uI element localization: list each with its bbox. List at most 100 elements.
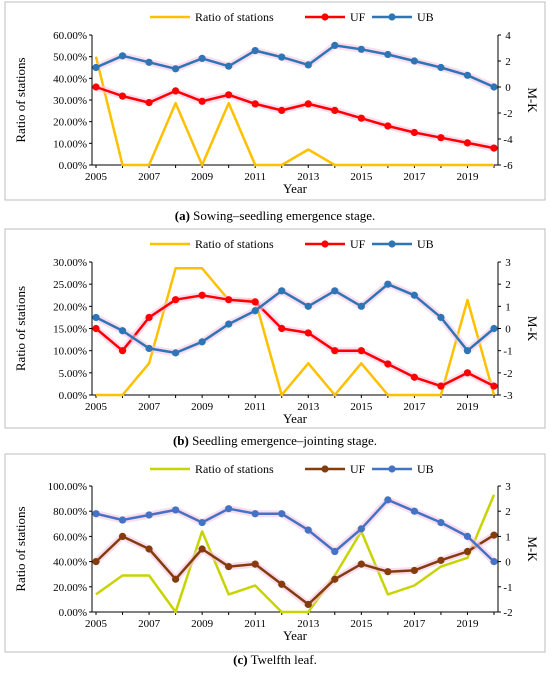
x-tick-label: 2015 — [350, 401, 373, 413]
data-point-ub — [172, 65, 180, 73]
data-point-ub — [304, 302, 312, 310]
data-point-uf — [172, 575, 180, 583]
data-point-uf — [463, 139, 472, 147]
data-point-ub — [490, 83, 498, 91]
data-point-uf — [437, 134, 445, 142]
right-tick-label: 3 — [505, 481, 511, 493]
data-point-uf — [92, 83, 100, 91]
data-point-uf — [118, 92, 127, 100]
series-line-uf — [95, 534, 495, 606]
series-line-ratio-of-stations — [94, 56, 494, 167]
panel-frame — [4, 1, 546, 201]
legend-marker — [321, 13, 329, 21]
data-point-uf — [357, 347, 365, 355]
data-point-uf — [410, 566, 418, 575]
legend-marker — [388, 13, 396, 21]
left-tick-label: 10.00% — [53, 346, 87, 358]
y2-axis-title: M-K — [525, 87, 540, 113]
right-tick-label: 2 — [505, 56, 511, 68]
x-tick-label: 2015 — [350, 618, 373, 630]
data-point-uf — [463, 369, 472, 377]
legend-marker — [388, 240, 396, 248]
figure-caption: (c) Twelfth leaf. — [233, 652, 317, 667]
caption-label: (a) — [175, 208, 190, 223]
right-tick-label: 3 — [505, 257, 511, 269]
right-tick-label: -2 — [503, 368, 512, 380]
x-tick-label: 2009 — [191, 401, 214, 413]
data-point-ub — [225, 320, 233, 328]
caption-text: Sowing–seedling emergence stage. — [190, 208, 375, 223]
data-point-ub — [304, 526, 312, 534]
data-point-ub — [145, 58, 153, 66]
right-tick-label: 2 — [505, 279, 511, 291]
data-point-uf — [118, 532, 127, 541]
data-point-uf — [304, 329, 312, 337]
data-point-uf — [278, 324, 286, 333]
series-line-ub — [95, 282, 495, 355]
data-point-ub — [145, 511, 153, 519]
data-point-ub — [331, 287, 339, 295]
left-tick-label: 30.00% — [53, 257, 87, 269]
x-tick-label: 2013 — [297, 618, 320, 630]
series-line-uf — [95, 294, 495, 388]
left-tick-label: 40.00% — [53, 557, 87, 569]
caption-label: (c) — [233, 652, 247, 667]
x-tick-label: 2019 — [456, 171, 479, 183]
legend-marker — [388, 465, 396, 473]
left-tick-label: 5.00% — [59, 368, 87, 380]
data-point-uf — [304, 600, 312, 609]
data-point-ub — [278, 53, 286, 61]
legend-marker — [321, 240, 329, 248]
data-point-uf — [331, 106, 339, 114]
data-point-uf — [251, 100, 259, 108]
data-point-uf — [198, 97, 206, 105]
series-line-uf — [95, 85, 495, 150]
data-point-uf — [92, 324, 100, 333]
panel-frame — [4, 228, 546, 429]
data-point-ub — [225, 505, 233, 513]
right-tick-label: -2 — [503, 108, 512, 120]
data-point-ub — [331, 547, 339, 556]
data-point-uf — [172, 296, 180, 304]
left-tick-label: 80.00% — [53, 506, 87, 518]
data-point-ub — [490, 558, 498, 566]
x-axis-title: Year — [283, 181, 308, 196]
data-point-ub — [304, 61, 312, 69]
data-point-ub — [490, 324, 498, 333]
legend-label: UB — [417, 10, 434, 24]
panel-b: 0.00% 5.00% 10.00% 15.00% 20.00% 25.00% 30.00%… — [4, 228, 546, 448]
data-point-uf — [251, 560, 259, 568]
data-point-ub — [437, 63, 445, 72]
y2-axis-title: M-K — [525, 536, 540, 562]
data-point-uf — [278, 106, 286, 114]
panel-a: 0.00% 10.00% 20.00% 30.00% 40.00% 50.00% 60.00… — [4, 1, 546, 223]
caption-text: Twelfth leaf. — [248, 652, 317, 667]
y-axis-title: Ratio of stations — [13, 286, 28, 371]
x-tick-label: 2005 — [85, 171, 108, 183]
x-tick-label: 2011 — [244, 171, 266, 183]
legend-label: UB — [417, 462, 434, 476]
data-point-uf — [331, 575, 339, 583]
left-tick-label: 30.00% — [53, 95, 87, 107]
x-tick-label: 2009 — [191, 618, 214, 630]
left-tick-label: 0.00% — [59, 607, 87, 619]
data-point-ub — [410, 291, 418, 299]
data-point-uf — [463, 547, 472, 556]
data-point-uf — [225, 91, 233, 99]
data-point-ub — [384, 50, 392, 59]
data-point-uf — [198, 291, 206, 299]
data-point-uf — [357, 560, 365, 568]
legend-label: Ratio of stations — [195, 237, 274, 251]
data-point-ub — [384, 496, 392, 504]
figure-caption: (b) Seedling emergence–jointing stage. — [173, 433, 377, 448]
left-tick-label: 60.00% — [53, 30, 87, 42]
x-tick-label: 2019 — [456, 618, 479, 630]
data-point-uf — [118, 347, 127, 355]
data-point-uf — [225, 296, 233, 304]
series-line-ratio-of-stations — [96, 267, 496, 397]
data-point-ub — [198, 338, 206, 346]
right-tick-label: -3 — [503, 390, 513, 402]
data-point-uf — [251, 298, 259, 306]
x-tick-label: 2011 — [244, 618, 266, 630]
